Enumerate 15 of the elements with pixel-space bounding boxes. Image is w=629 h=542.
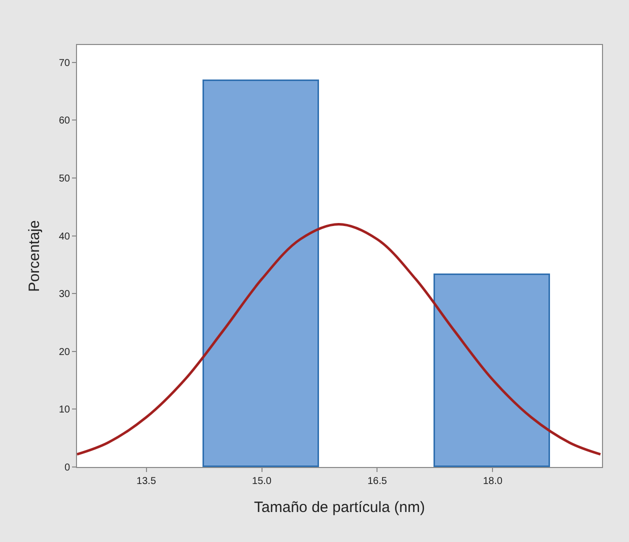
y-tick-label: 70	[58, 58, 70, 69]
y-axis-title: Porcentaje	[26, 220, 44, 292]
x-tick-label: 15.0	[252, 476, 272, 487]
y-tick-label: 30	[58, 289, 70, 300]
x-tick-label: 13.5	[136, 476, 156, 487]
y-tick-label: 10	[58, 404, 70, 416]
line-series	[77, 222, 602, 456]
y-tick-label: 0	[64, 462, 70, 474]
x-axis-title: Tamaño de partícula (nm)	[254, 499, 425, 516]
y-tick-label: 40	[58, 231, 70, 242]
y-tick-label: 50	[58, 173, 70, 184]
y-tick-label: 60	[58, 116, 70, 127]
x-tick-label: 16.5	[367, 476, 388, 487]
x-tick-label: 18.0	[482, 476, 503, 487]
y-tick-label: 20	[58, 346, 70, 358]
